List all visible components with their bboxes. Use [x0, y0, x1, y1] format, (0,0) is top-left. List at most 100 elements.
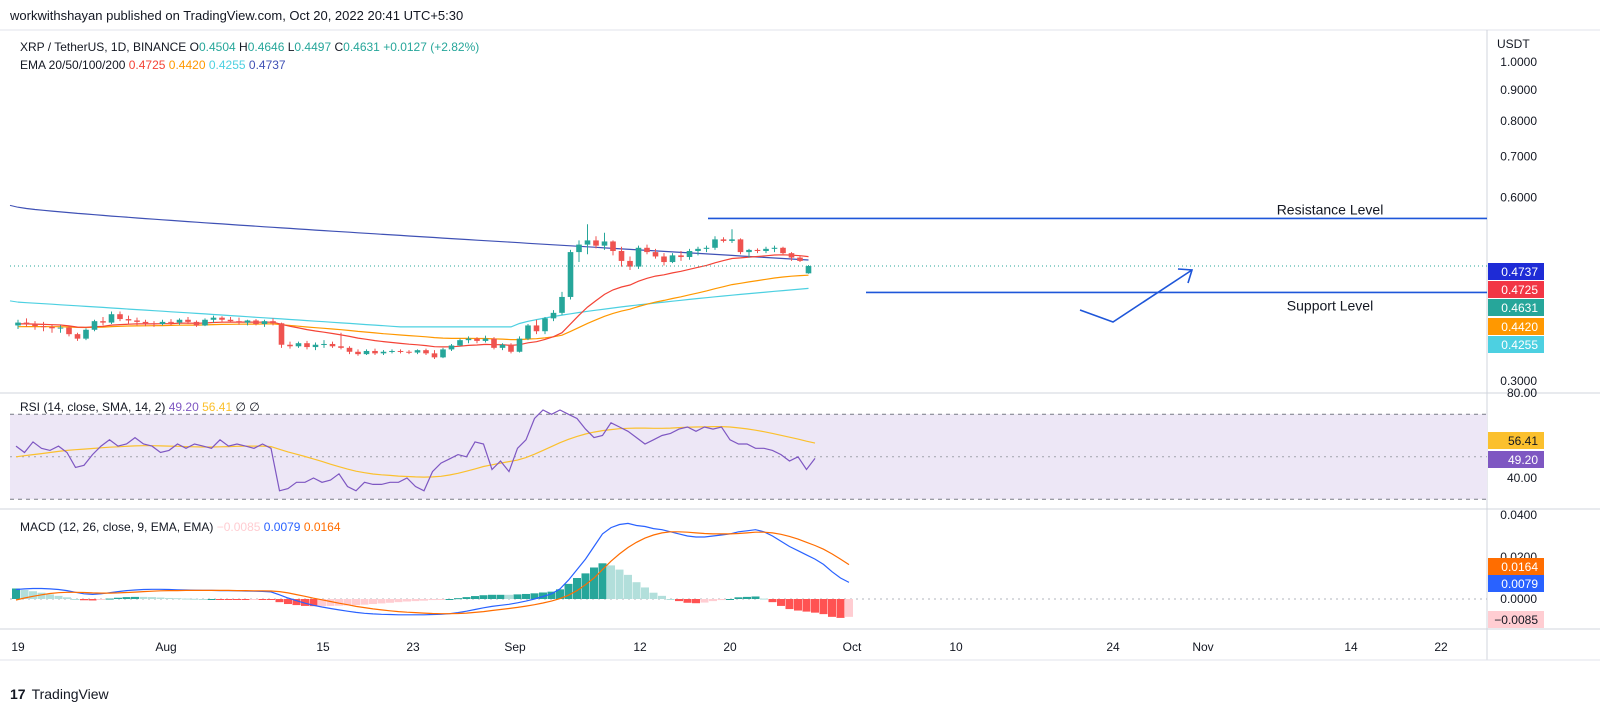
macd-histogram-bar [343, 599, 352, 606]
legends: XRP / TetherUS, 1D, BINANCE O0.4504 H0.4… [20, 40, 479, 534]
candle-body [797, 257, 803, 261]
macd-histogram-bar [641, 587, 649, 599]
candle-body [746, 249, 752, 253]
candle-body [423, 350, 429, 354]
macd-histogram-bar [292, 599, 301, 606]
macd-histogram-bar [802, 599, 811, 612]
macd-tag-bg [1488, 558, 1544, 575]
macd-histogram-bar [539, 592, 547, 599]
tradingview-logo-icon: 17 [10, 686, 26, 702]
candle-body [508, 344, 514, 352]
ema-legend-part: EMA 20/50/100/200 [20, 58, 129, 72]
candle-body [168, 321, 174, 323]
time-tick-label: Aug [155, 640, 176, 654]
candle-body [40, 326, 47, 328]
price-tag-bg [1488, 299, 1544, 316]
rsi-legend-part: ∅ [235, 400, 249, 414]
price-tick-label: 0.7000 [1500, 150, 1537, 164]
ohlc-legend-part: L [288, 40, 295, 54]
macd-histogram-bar [258, 599, 267, 600]
rsi-pane[interactable] [10, 409, 1487, 500]
macd-histogram-bar [743, 596, 751, 599]
macd-histogram-bar [530, 593, 539, 599]
macd-histogram-bar [97, 599, 105, 600]
macd-histogram-bar [403, 599, 411, 602]
candle-body [695, 248, 701, 252]
time-tick-label: 12 [633, 640, 647, 654]
candle-body [712, 239, 718, 248]
macd-histogram-bar [335, 599, 343, 606]
macd-histogram-bar [828, 599, 836, 617]
ohlc-legend-part: O [190, 40, 199, 54]
candle-body [117, 314, 123, 320]
macd-histogram-bar [284, 599, 292, 605]
macd-histogram-bar [717, 599, 726, 601]
candle-body [321, 343, 327, 345]
candle-body [372, 350, 378, 354]
macd-histogram-bar [80, 599, 88, 601]
macd-tag-label: 0.0079 [1501, 577, 1538, 591]
ema200-line [17, 206, 809, 261]
macd-histogram-bar [777, 599, 785, 606]
candle-body [644, 247, 650, 253]
candle-body [448, 345, 455, 350]
macd-histogram-bar [471, 596, 479, 599]
candle-body [457, 340, 463, 346]
macd-histogram-bar [564, 583, 573, 599]
price-tick-label: 0.8000 [1500, 114, 1537, 128]
footer-brand[interactable]: 17 TradingView [10, 686, 109, 702]
ema100-line-left [9, 300, 19, 303]
macd-histogram-bar [734, 597, 743, 599]
time-tick-label: Sep [504, 640, 526, 654]
macd-histogram-bar [12, 588, 20, 599]
macd-legend-part: 0.0164 [304, 520, 341, 534]
candle-body [406, 351, 412, 353]
time-axis[interactable]: 19 Aug 15 23 Sep 12 20 Oct 10 24 Nov 14 22 [11, 640, 1448, 654]
candle-body [525, 325, 531, 339]
rsi-legend-part: 49.20 [169, 400, 202, 414]
price-axis[interactable]: USDT 1.0000 0.9000 0.8000 0.7000 0.6000 0.3000… [1488, 37, 1544, 628]
candle-body [491, 338, 497, 348]
candle-body [83, 329, 89, 339]
candle-body [15, 322, 21, 326]
macd-histogram-bar [156, 597, 165, 599]
macd-histogram-bar [182, 598, 190, 600]
macd-legend-part: 0.0079 [264, 520, 304, 534]
macd-histogram-bar [216, 599, 224, 600]
macd-histogram-bar [190, 598, 199, 600]
candle-body [338, 346, 344, 348]
macd-histogram-bar [658, 595, 666, 599]
macd-histogram-bar [386, 599, 394, 603]
macd-legend-part: MACD (12, 26, close, 9, EMA, EMA) [20, 520, 217, 534]
rsi-tick-label: 40.00 [1507, 471, 1537, 485]
price-tag-bg [1488, 263, 1544, 280]
candle-body [678, 255, 684, 258]
macd-histogram-bar [683, 599, 692, 603]
ema100-line [17, 287, 809, 328]
macd-pane[interactable] [10, 522, 1487, 618]
ema-legend-part: 0.4725 [129, 58, 169, 72]
macd-histogram-bar [275, 599, 284, 603]
macd-legend-part: −0.0085 [217, 520, 264, 534]
candle-body [312, 344, 319, 348]
candle-body [440, 349, 446, 358]
price-pane[interactable]: Resistance Level Support Level [9, 201, 1487, 359]
macd-histogram-bar [71, 599, 80, 600]
macd-histogram-bar [632, 582, 641, 599]
macd-histogram-bar [420, 599, 428, 601]
macd-histogram-bar [624, 574, 632, 599]
candle-body [227, 319, 234, 322]
candle-body [669, 255, 676, 263]
macd-histogram-bar [819, 599, 828, 615]
candle-body [482, 338, 489, 341]
macd-histogram-bar [394, 599, 403, 603]
candle-body [287, 344, 293, 347]
candle-body [363, 350, 370, 355]
tradingview-label: TradingView [31, 686, 109, 702]
price-tick-label: 0.6000 [1500, 190, 1537, 204]
candle-body [202, 319, 208, 326]
candle-body [253, 320, 259, 325]
rsi-tag-bg [1488, 432, 1544, 449]
time-tick-label: 15 [316, 640, 330, 654]
